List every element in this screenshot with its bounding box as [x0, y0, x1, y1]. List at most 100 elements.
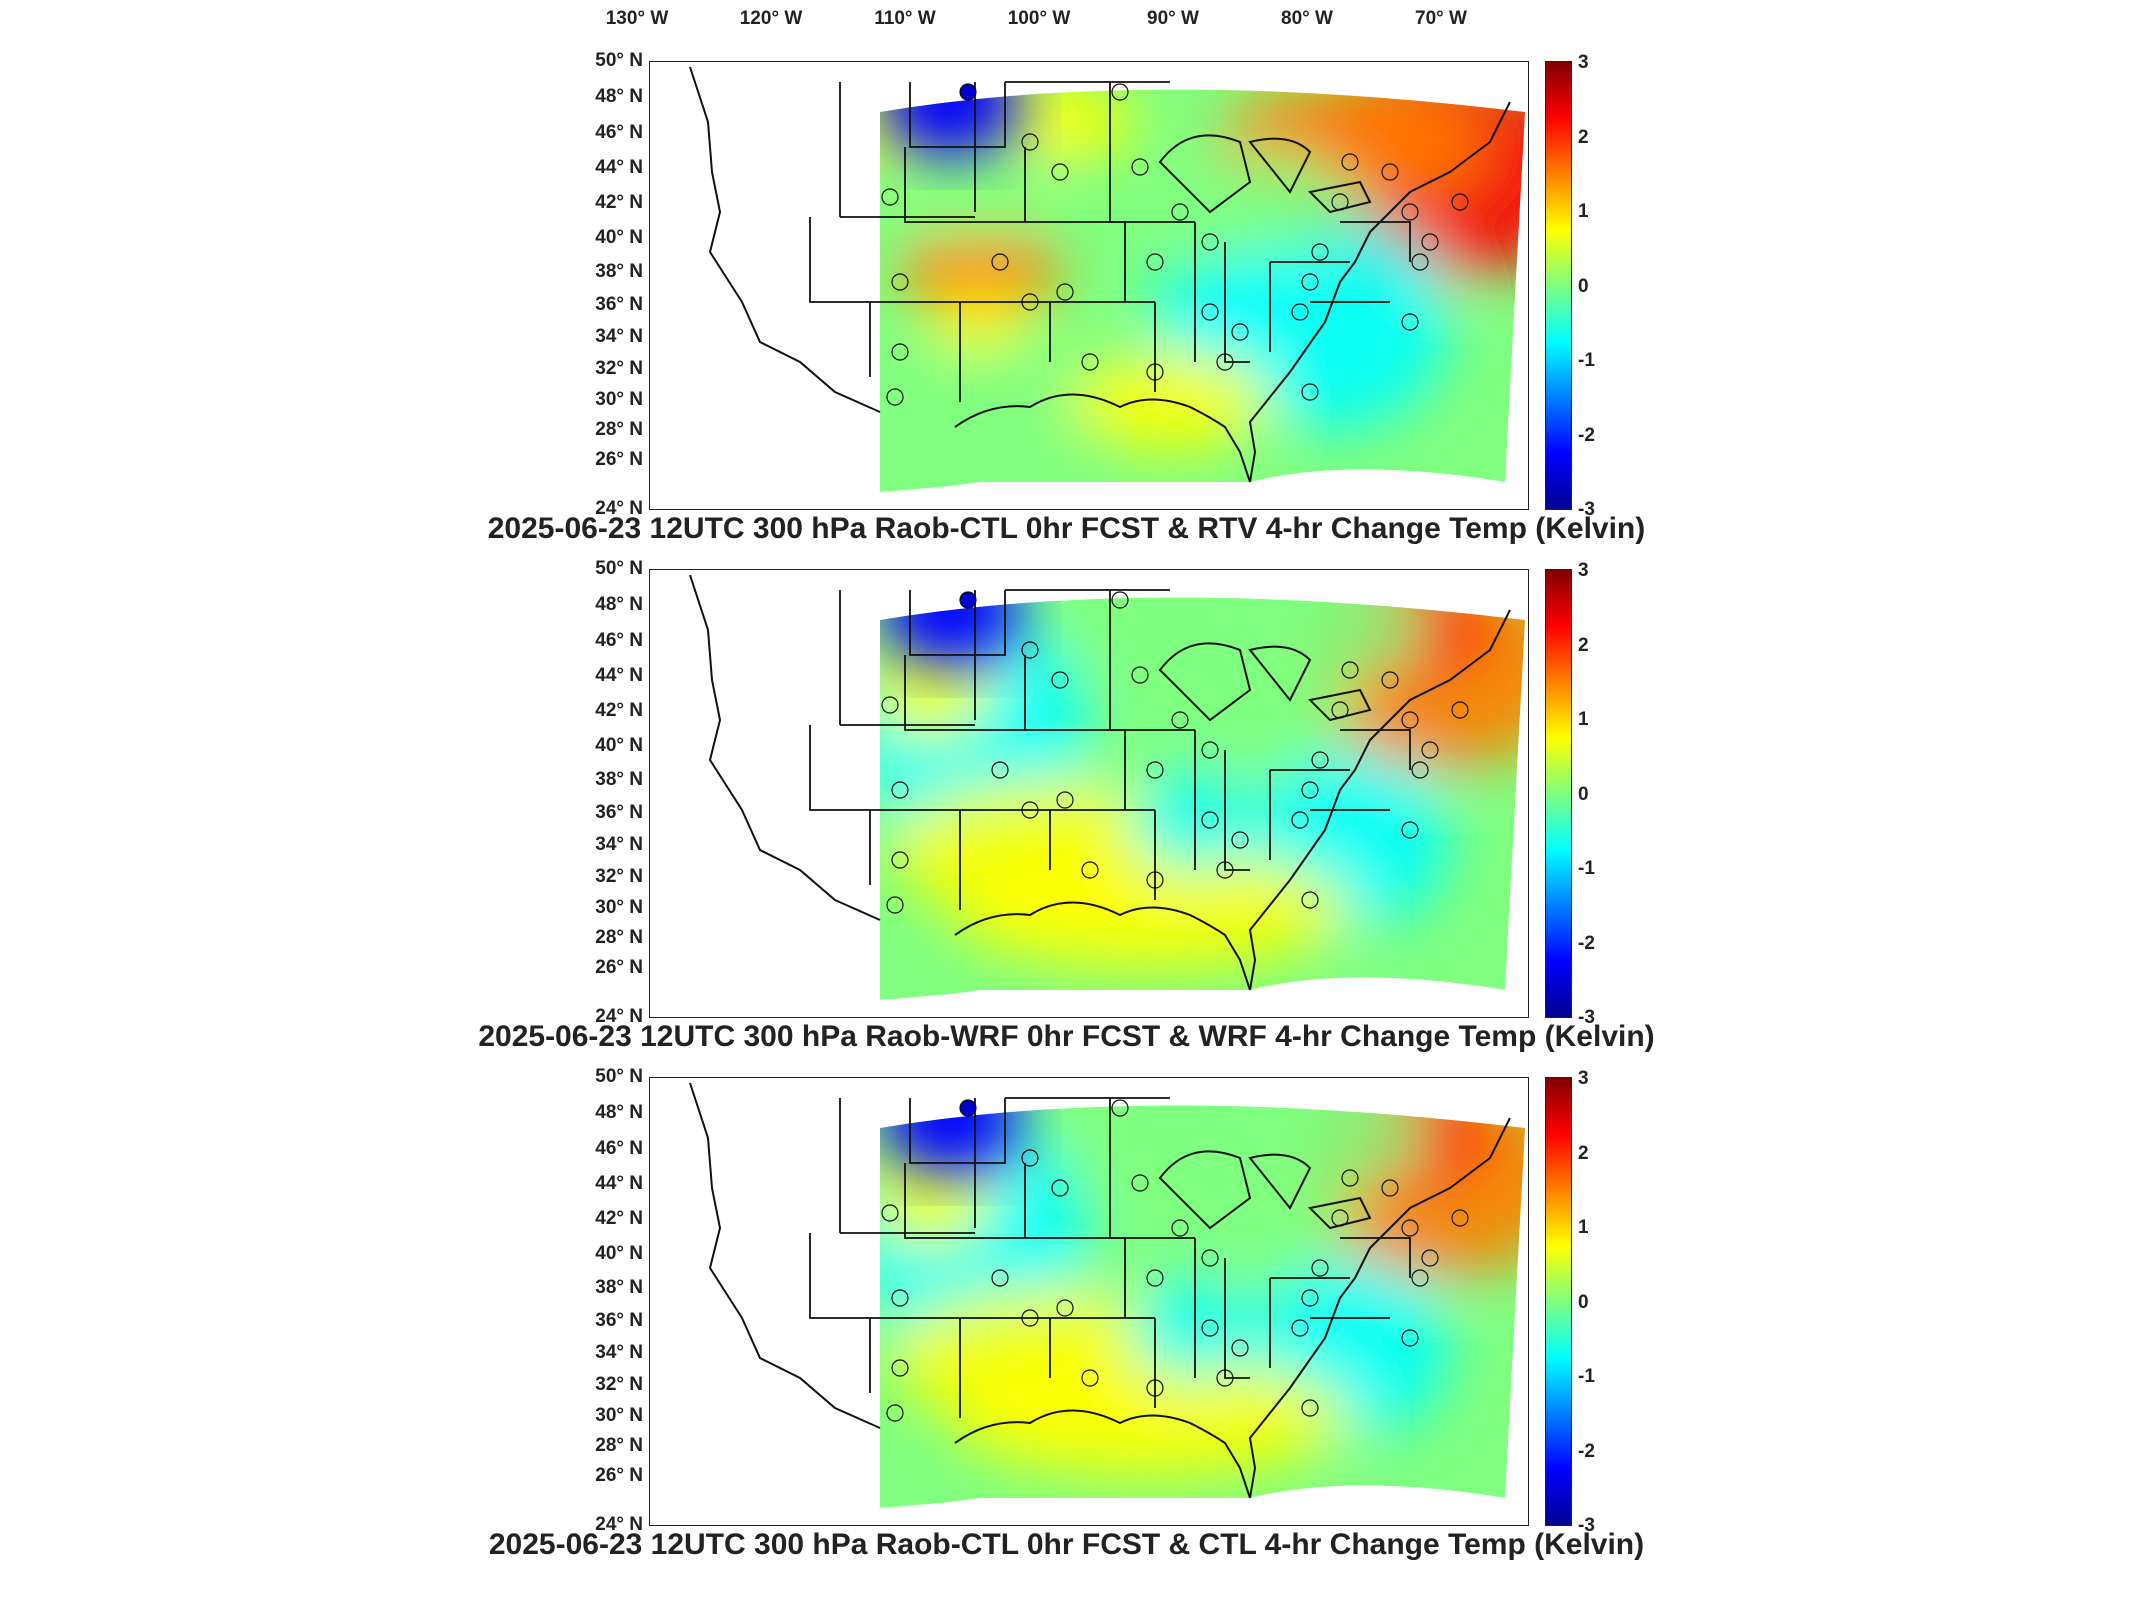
station-marker	[1131, 666, 1149, 684]
station-marker	[1056, 791, 1074, 809]
lat-label: 38° N	[595, 261, 643, 282]
station-marker	[1301, 1399, 1319, 1417]
temperature-map	[649, 61, 1529, 510]
station-marker	[1231, 831, 1249, 849]
lat-label: 44° N	[595, 665, 643, 686]
station-marker	[1381, 671, 1399, 689]
lat-label: 40° N	[595, 1243, 643, 1264]
field-region	[950, 1358, 1350, 1478]
lat-label: 36° N	[595, 802, 643, 823]
station-marker	[1301, 781, 1319, 799]
station-marker	[1111, 1099, 1129, 1117]
station-marker	[959, 83, 977, 101]
colorbar-tick-label: 3	[1578, 1068, 1589, 1089]
station-marker	[1131, 1174, 1149, 1192]
station-marker	[1331, 701, 1349, 719]
lon-label-100w: 100° W	[1007, 8, 1071, 29]
station-marker	[891, 781, 909, 799]
lat-label: 40° N	[595, 735, 643, 756]
station-marker	[959, 1099, 977, 1117]
station-marker	[1081, 353, 1099, 371]
field-region	[930, 292, 1030, 352]
station-marker	[891, 851, 909, 869]
station-marker	[1291, 303, 1309, 321]
colorbar-tick-label: 1	[1578, 709, 1589, 730]
station-marker	[881, 188, 899, 206]
colorbar-tick-label: -2	[1578, 932, 1595, 954]
station-marker	[1201, 1319, 1219, 1337]
station-marker	[881, 696, 899, 714]
station-marker	[1291, 1319, 1309, 1337]
station-marker	[1146, 871, 1164, 889]
station-marker	[1231, 1339, 1249, 1357]
temperature-field	[880, 597, 1525, 1000]
station-marker	[1021, 293, 1039, 311]
station-marker	[1401, 1329, 1419, 1347]
lat-label: 30° N	[595, 1405, 643, 1426]
station-marker	[1421, 1249, 1439, 1267]
station-marker	[1056, 283, 1074, 301]
lat-label: 36° N	[595, 294, 643, 315]
station-marker	[1021, 133, 1039, 151]
lat-label: 46° N	[595, 1138, 643, 1159]
map-panel-ctl: 50° N 48° N 46° N 44° N 42° N 40° N 38° N 36° N…	[0, 1066, 2133, 1586]
colorbar-tick-label: 0	[1578, 275, 1589, 297]
station-marker	[886, 388, 904, 406]
lon-label-80w: 80° W	[1281, 8, 1333, 29]
station-marker	[1021, 1149, 1039, 1167]
colorbar	[1545, 569, 1572, 1018]
field-region	[1180, 152, 1360, 252]
lat-label: 50° N	[595, 1066, 643, 1087]
state-borders	[689, 1082, 1511, 1499]
station-marker	[1171, 1219, 1189, 1237]
lat-label: 24° N	[595, 1006, 643, 1027]
map-canvas	[689, 66, 1525, 492]
state-borders	[689, 574, 1511, 991]
raob-stations	[881, 591, 1469, 914]
colorbar-tick-label: -3	[1578, 1007, 1595, 1028]
field-region	[880, 342, 1100, 462]
lon-label-120w: 120° W	[739, 8, 803, 29]
station-marker	[1201, 233, 1219, 251]
station-marker	[1331, 193, 1349, 211]
lat-label: 26° N	[595, 957, 643, 978]
colorbar-tick-label: -2	[1578, 424, 1595, 446]
colorbar-tick-label: 2	[1578, 126, 1589, 148]
station-marker	[1311, 243, 1329, 261]
colorbar-tick-label: 2	[1578, 1142, 1589, 1164]
station-marker	[1331, 1209, 1349, 1227]
station-marker	[1451, 701, 1469, 719]
station-marker	[1146, 1379, 1164, 1397]
lat-label: 30° N	[595, 897, 643, 918]
lat-label: 46° N	[595, 630, 643, 651]
station-marker	[1021, 1309, 1039, 1327]
station-marker	[1381, 1179, 1399, 1197]
lat-label: 24° N	[595, 498, 643, 519]
lat-label: 30° N	[595, 389, 643, 410]
lat-label: 46° N	[595, 122, 643, 143]
field-region	[1190, 650, 1350, 770]
station-marker	[1081, 1369, 1099, 1387]
lat-label: 28° N	[595, 927, 643, 948]
colorbar-tick-label: 2	[1578, 634, 1589, 656]
station-marker	[1411, 761, 1429, 779]
lat-label: 42° N	[595, 1208, 643, 1229]
panel-title: 2025-06-23 12UTC 300 hPa Raob-CTL 0hr FC…	[488, 1528, 1645, 1561]
lat-label: 28° N	[595, 1435, 643, 1456]
station-marker	[881, 1204, 899, 1222]
station-marker	[891, 1289, 909, 1307]
station-marker	[891, 1359, 909, 1377]
station-marker	[1171, 203, 1189, 221]
station-marker	[1201, 741, 1219, 759]
colorbar-tick-label: -2	[1578, 1440, 1595, 1462]
station-marker	[1051, 1179, 1069, 1197]
raob-stations	[881, 83, 1469, 406]
field-region	[1130, 770, 1250, 870]
lat-label: 44° N	[595, 1173, 643, 1194]
station-marker	[1381, 163, 1399, 181]
lat-label: 26° N	[595, 1465, 643, 1486]
colorbar-tick-label: -3	[1578, 499, 1595, 520]
station-marker	[1411, 1269, 1429, 1287]
station-marker	[1021, 641, 1039, 659]
lat-label: 34° N	[595, 1342, 643, 1363]
